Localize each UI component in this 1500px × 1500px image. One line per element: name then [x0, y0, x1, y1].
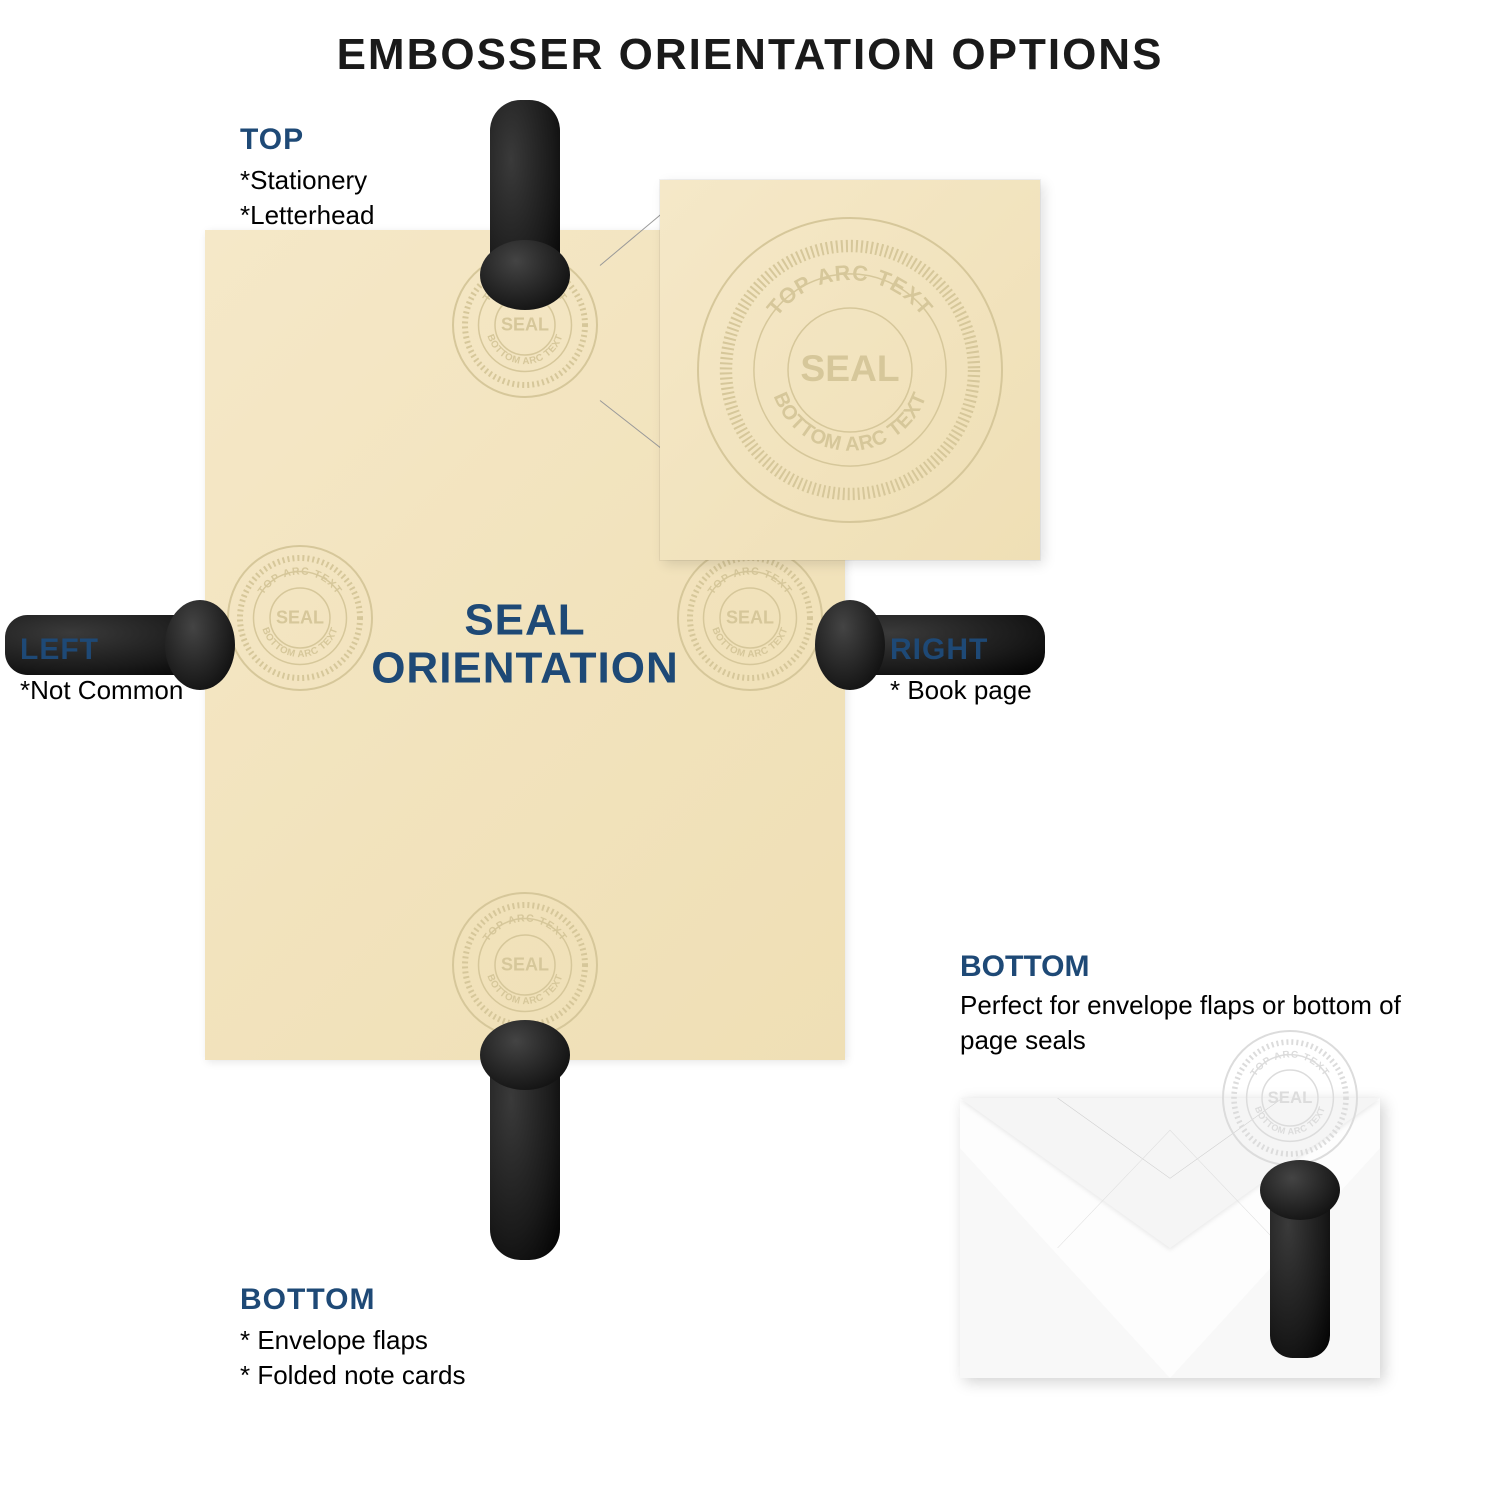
embosser-top [490, 100, 560, 300]
envelope-title: BOTTOM [960, 950, 1460, 984]
label-top-line2: *Letterhead [240, 198, 374, 233]
svg-text:BOTTOM ARC TEXT: BOTTOM ARC TEXT [769, 389, 931, 456]
label-right-line1: * Book page [890, 673, 1032, 708]
page-title: EMBOSSER ORIENTATION OPTIONS [0, 30, 1500, 80]
label-bottom: BOTTOM * Envelope flaps * Folded note ca… [240, 1280, 465, 1393]
envelope-callout: BOTTOM Perfect for envelope flaps or bot… [960, 950, 1460, 1378]
label-right-title: RIGHT [890, 630, 1032, 671]
label-bottom-title: BOTTOM [240, 1280, 465, 1321]
seal-zoom: TOP ARC TEXT BOTTOM ARC TEXT SEAL [695, 215, 1005, 525]
seal-left: TOP ARC TEXT BOTTOM ARC TEXT SEAL [225, 543, 375, 693]
svg-text:SEAL: SEAL [1268, 1088, 1313, 1107]
svg-text:SEAL: SEAL [800, 347, 899, 389]
paper-center-text: SEAL ORIENTATION [371, 597, 679, 694]
envelope-graphic: TOP ARC TEXT BOTTOM ARC TEXT SEAL [960, 1098, 1380, 1378]
envelope-desc: Perfect for envelope flaps or bottom of … [960, 988, 1460, 1058]
embosser-envelope [1270, 1168, 1330, 1358]
seal-zoom-detail: TOP ARC TEXT BOTTOM ARC TEXT SEAL [660, 180, 1040, 560]
seal-bottom: TOP ARC TEXT BOTTOM ARC TEXT SEAL [450, 890, 600, 1040]
label-bottom-line1: * Envelope flaps [240, 1323, 465, 1358]
embosser-bottom [490, 1030, 560, 1260]
label-right: RIGHT * Book page [890, 630, 1032, 708]
center-line2: ORIENTATION [371, 645, 679, 693]
svg-text:TOP ARC TEXT: TOP ARC TEXT [1249, 1049, 1332, 1078]
center-line1: SEAL [371, 597, 679, 645]
seal-envelope: TOP ARC TEXT BOTTOM ARC TEXT SEAL [1220, 1028, 1360, 1168]
label-top-title: TOP [240, 120, 374, 161]
svg-text:SEAL: SEAL [501, 314, 549, 334]
label-left-title: LEFT [20, 630, 183, 671]
svg-text:SEAL: SEAL [276, 607, 324, 627]
label-bottom-line2: * Folded note cards [240, 1358, 465, 1393]
seal-right: TOP ARC TEXT BOTTOM ARC TEXT SEAL [675, 543, 825, 693]
label-top: TOP *Stationery *Letterhead [240, 120, 374, 233]
svg-text:SEAL: SEAL [501, 954, 549, 974]
svg-text:SEAL: SEAL [726, 607, 774, 627]
label-left: LEFT *Not Common [20, 630, 183, 708]
label-top-line1: *Stationery [240, 163, 374, 198]
label-left-line1: *Not Common [20, 673, 183, 708]
